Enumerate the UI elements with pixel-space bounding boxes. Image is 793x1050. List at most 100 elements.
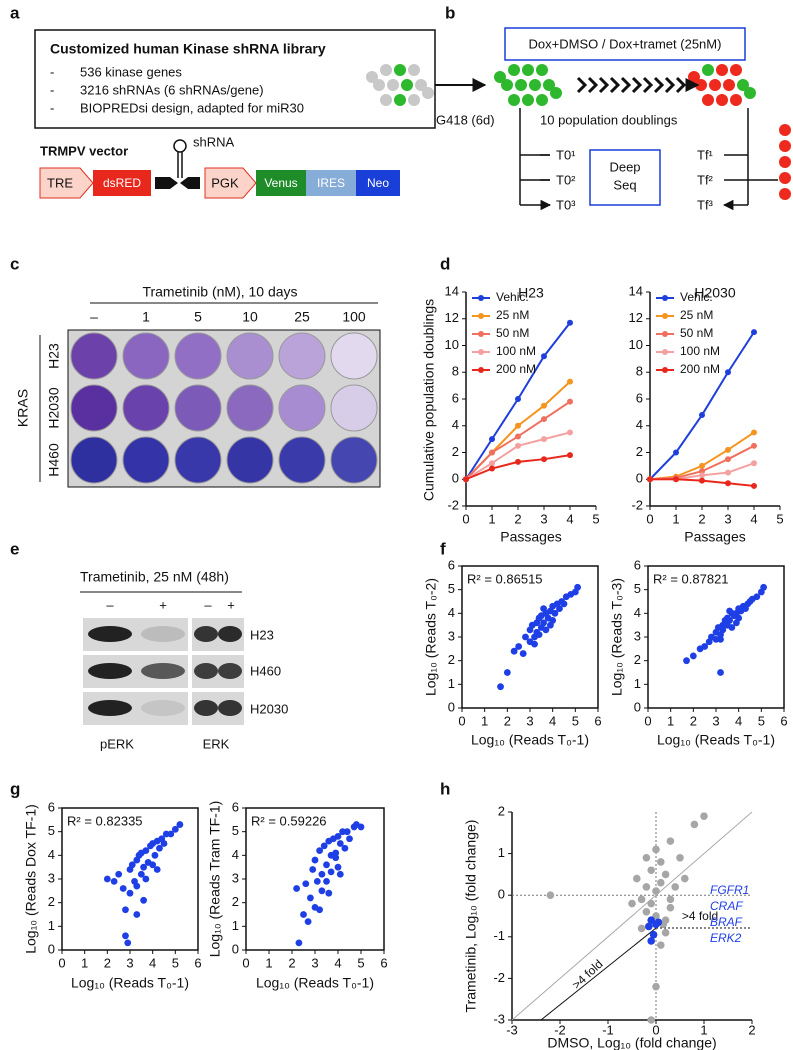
tre-element (39, 167, 94, 199)
cell (366, 71, 378, 83)
bullet-marker: - (50, 100, 54, 115)
deep-seq: Seq (613, 177, 636, 192)
point (726, 617, 733, 624)
antibody: ERK (203, 736, 230, 751)
point (751, 429, 757, 436)
y-axis-label: Log₁₀ (Reads T₀-3) (609, 578, 625, 696)
point (309, 866, 317, 873)
chevron (642, 76, 654, 94)
point (657, 858, 665, 866)
point (325, 889, 333, 897)
panel-label: c (10, 254, 19, 273)
x-tick-label: 6 (194, 955, 201, 970)
x-tick-label: 2 (514, 511, 521, 526)
point (642, 908, 651, 916)
band (194, 626, 218, 642)
dose-label: 5 (194, 309, 202, 325)
panel-label: g (10, 779, 20, 798)
cell (536, 64, 548, 76)
y-tick-label: 1 (448, 676, 455, 691)
well (226, 332, 274, 380)
point (541, 456, 547, 463)
point (140, 896, 148, 904)
point (510, 647, 518, 655)
point (515, 422, 521, 429)
y-tick-label: -1 (493, 928, 505, 943)
y-tick-label: -2 (447, 497, 459, 512)
y-tick-label: 1 (232, 918, 239, 933)
point (463, 476, 469, 483)
y-tick-label: 2 (448, 652, 455, 667)
mir-arm (155, 177, 178, 189)
point (151, 851, 159, 859)
legend-marker (662, 349, 668, 355)
y-axis-label: Trametinib, Log₁₀ (fold change) (463, 820, 479, 1013)
x-tick-label: 5 (172, 955, 179, 970)
point (313, 877, 321, 885)
x-tick-label: 3 (126, 955, 133, 970)
point (673, 449, 679, 456)
plate-title: Trametinib (nM), 10 days (142, 284, 297, 300)
y-tick-label: 6 (636, 390, 643, 405)
point (334, 863, 342, 871)
point (320, 842, 328, 850)
x-tick-label: 4 (735, 713, 742, 728)
point (546, 891, 555, 899)
x-tick-label: 4 (549, 713, 556, 728)
hairpin-stem (177, 152, 183, 178)
point (689, 652, 697, 660)
y-tick-label: 2 (452, 444, 459, 459)
chart-title: H2030 (694, 285, 735, 301)
point (156, 844, 163, 852)
point (334, 833, 342, 840)
chevron (620, 76, 632, 94)
point (515, 458, 521, 465)
point (133, 911, 141, 918)
x-tick-label: 2 (288, 955, 295, 970)
deep-seq-box (589, 149, 661, 206)
gene-label: ERK2 (710, 931, 742, 945)
y-tick-label: 8 (452, 364, 459, 379)
point (522, 633, 529, 641)
point (318, 887, 326, 895)
point (661, 928, 670, 937)
point (307, 894, 314, 902)
chart-title: H23 (518, 285, 544, 301)
point (119, 885, 127, 892)
point (673, 476, 679, 483)
point (300, 911, 307, 918)
point (666, 903, 675, 912)
point (751, 482, 757, 489)
point (341, 844, 349, 852)
gene-label: FGFR1 (710, 883, 749, 897)
band (88, 663, 132, 679)
point (725, 456, 731, 463)
legend-marker (662, 313, 668, 319)
well (122, 436, 170, 484)
point (633, 874, 641, 883)
point (541, 353, 547, 360)
dose-label: 100 (342, 309, 366, 325)
chevron (609, 76, 621, 94)
x-tick-label: 2 (690, 713, 697, 728)
neo-element (356, 170, 400, 196)
point (652, 845, 660, 854)
point (719, 626, 727, 634)
point (574, 583, 581, 591)
point (531, 640, 538, 648)
point (701, 643, 709, 650)
legend-label: 50 nM (496, 326, 529, 340)
sample-lines (519, 108, 550, 206)
annotation: R² = 0.82335 (67, 813, 143, 828)
x-axis-label: Log₁₀ (Reads T₀-1) (256, 975, 374, 991)
point (652, 982, 660, 991)
x-tick-label: 0 (652, 1022, 659, 1037)
point (160, 840, 168, 847)
point (717, 635, 724, 643)
point (346, 835, 353, 843)
cell (373, 79, 385, 91)
x-tick-label: 2 (698, 511, 705, 526)
point (666, 895, 675, 904)
point (647, 937, 655, 945)
cell (779, 156, 791, 168)
